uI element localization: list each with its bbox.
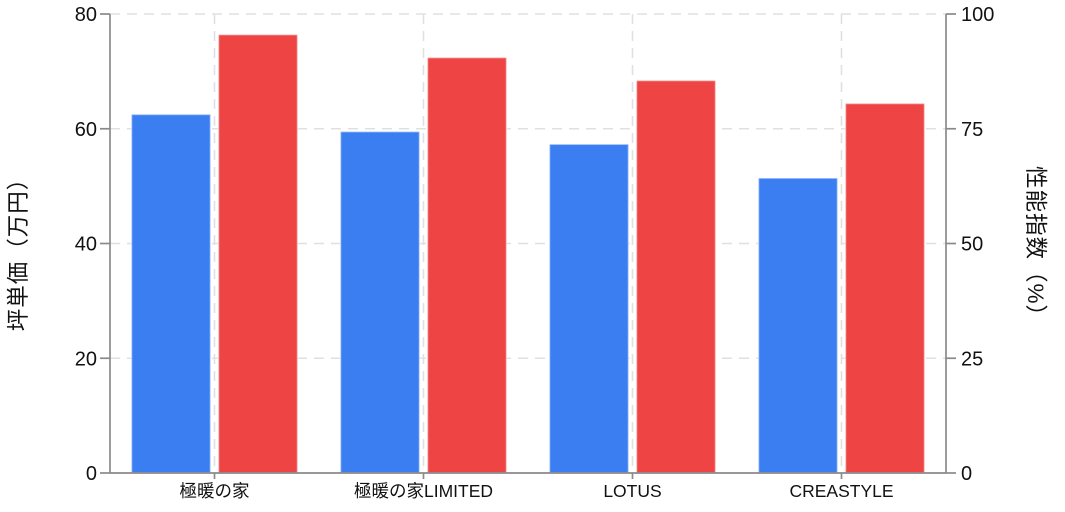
left-tick-label: 40 — [75, 234, 97, 256]
bar-tsubo-price-1 — [339, 130, 421, 474]
category-label: LOTUS — [603, 481, 661, 501]
bar-performance-index-0 — [217, 33, 299, 474]
bar-performance-index-3 — [844, 102, 926, 474]
bar-tsubo-price-3 — [757, 177, 839, 474]
category-label: 極暖の家 — [180, 481, 250, 501]
right-axis-title: 性能指数（%） — [1023, 165, 1048, 329]
left-tick-label: 80 — [75, 4, 97, 26]
bar-tsubo-price-0 — [130, 113, 212, 474]
bar-performance-index-1 — [426, 56, 508, 474]
bar-performance-index-2 — [635, 79, 717, 474]
category-label: 極暖の家LIMITED — [354, 481, 493, 501]
category-label: CREASTYLE — [789, 481, 893, 501]
right-tick-label: 0 — [961, 463, 972, 485]
right-tick-label: 100 — [961, 4, 994, 26]
left-tick-label: 60 — [75, 119, 97, 141]
left-axis-title: 坪単価（万円） — [6, 166, 31, 332]
right-tick-label: 50 — [961, 234, 983, 256]
left-tick-label: 0 — [86, 463, 97, 485]
right-tick-label: 25 — [961, 348, 983, 370]
right-tick-label: 75 — [961, 119, 983, 141]
left-tick-label: 20 — [75, 348, 97, 370]
bar-tsubo-price-2 — [548, 143, 630, 474]
